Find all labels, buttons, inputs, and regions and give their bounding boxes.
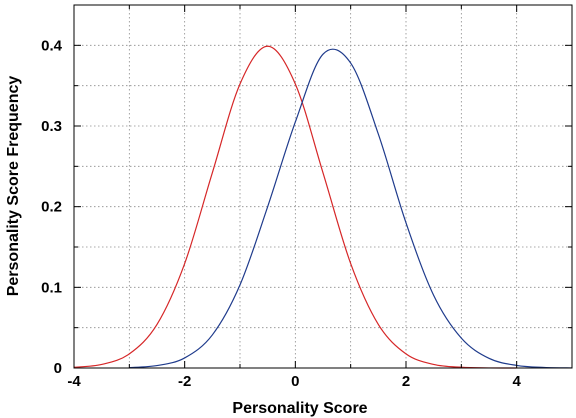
ticks — [73, 4, 573, 369]
series-line-1 — [73, 45, 517, 369]
y-tick-label: 0.3 — [41, 118, 62, 135]
series-line-2 — [129, 48, 573, 369]
x-tick-labels: -4 -2 0 2 4 — [67, 373, 521, 390]
y-tick-label: 0.1 — [41, 279, 62, 296]
y-axis-title: Personality Score Frequency — [5, 76, 22, 297]
curves — [73, 45, 573, 369]
grid — [74, 5, 572, 368]
y-tick-label: 0 — [54, 360, 62, 377]
x-axis-title: Personality Score — [232, 400, 367, 417]
x-tick-label: 4 — [512, 373, 521, 390]
x-tick-label: 0 — [291, 373, 299, 390]
y-tick-labels: 0 0.1 0.2 0.3 0.4 — [41, 37, 63, 377]
y-tick-label: 0.4 — [41, 37, 63, 54]
y-tick-label: 0.2 — [41, 199, 62, 216]
x-tick-label: -4 — [67, 373, 81, 390]
x-tick-label: -2 — [178, 373, 191, 390]
plot-frame — [73, 4, 573, 369]
x-tick-label: 2 — [402, 373, 410, 390]
